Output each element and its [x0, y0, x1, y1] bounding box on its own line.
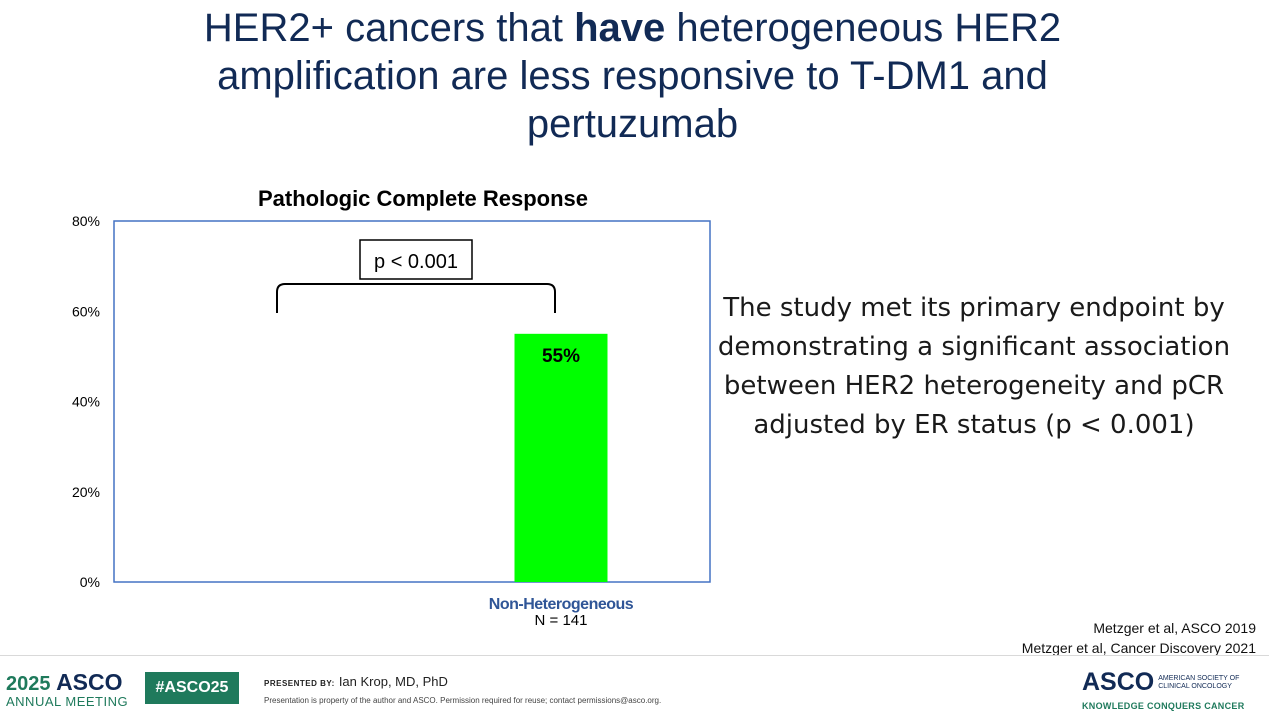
title-text-end: heterogeneous HER2 amplification are les… [217, 6, 1062, 146]
plot-frame [113, 220, 711, 583]
y-tick-label: 0% [80, 574, 100, 590]
title-text-emphasis: have [574, 6, 666, 50]
meeting-brand: ASCO [56, 669, 123, 695]
reference-1: Metzger et al, ASCO 2019 [1093, 620, 1256, 636]
meeting-year: 2025 [6, 673, 51, 695]
significance-bracket [276, 283, 556, 313]
p-value-box [359, 239, 473, 280]
data-label: 55% [542, 346, 580, 367]
slide-title: HER2+ cancers that have heterogeneous HE… [120, 4, 1145, 148]
asco-logo: ASCO AMERICAN SOCIETY OF CLINICAL ONCOLOG… [1082, 668, 1262, 711]
y-tick-label: 40% [72, 394, 100, 410]
chart-title: Pathologic Complete Response [257, 186, 589, 211]
y-tick-label: 20% [72, 484, 100, 500]
hashtag-badge: #ASCO25 [145, 672, 239, 704]
references: Metzger et al, ASCO 2019 Metzger et al, … [1022, 618, 1256, 658]
presented-by-label: PRESENTED BY: [264, 679, 335, 688]
category-sublabel: N = 141 [535, 612, 588, 629]
asco-logo-tagline: KNOWLEDGE CONQUERS CANCER [1082, 701, 1245, 711]
annual-meeting-logo: 2025 ASCO ANNUAL MEETING [6, 669, 129, 710]
asco-logo-society: AMERICAN SOCIETY OF CLINICAL ONCOLOGY [1158, 674, 1240, 690]
presenter-name: Ian Krop, MD, PhD [338, 674, 448, 689]
reference-2: Metzger et al, Cancer Discovery 2021 [1021, 640, 1256, 656]
y-tick-label: 60% [72, 303, 100, 319]
title-text-start: HER2+ cancers that [203, 6, 575, 50]
endpoint-statement: The study met its primary endpoint by de… [717, 293, 1231, 440]
y-tick-label: 80% [72, 213, 100, 229]
asco-logo-word: ASCO [1082, 668, 1155, 696]
bar [514, 333, 608, 582]
footer-divider [0, 655, 1269, 656]
presenter: PRESENTED BY: Ian Krop, MD, PhD [264, 674, 448, 689]
meeting-subtitle: ANNUAL MEETING [6, 694, 129, 709]
disclaimer: Presentation is property of the author a… [264, 696, 662, 705]
p-value-label: p < 0.001 [374, 251, 458, 273]
category-label: Non-Heterogeneous [489, 596, 634, 613]
